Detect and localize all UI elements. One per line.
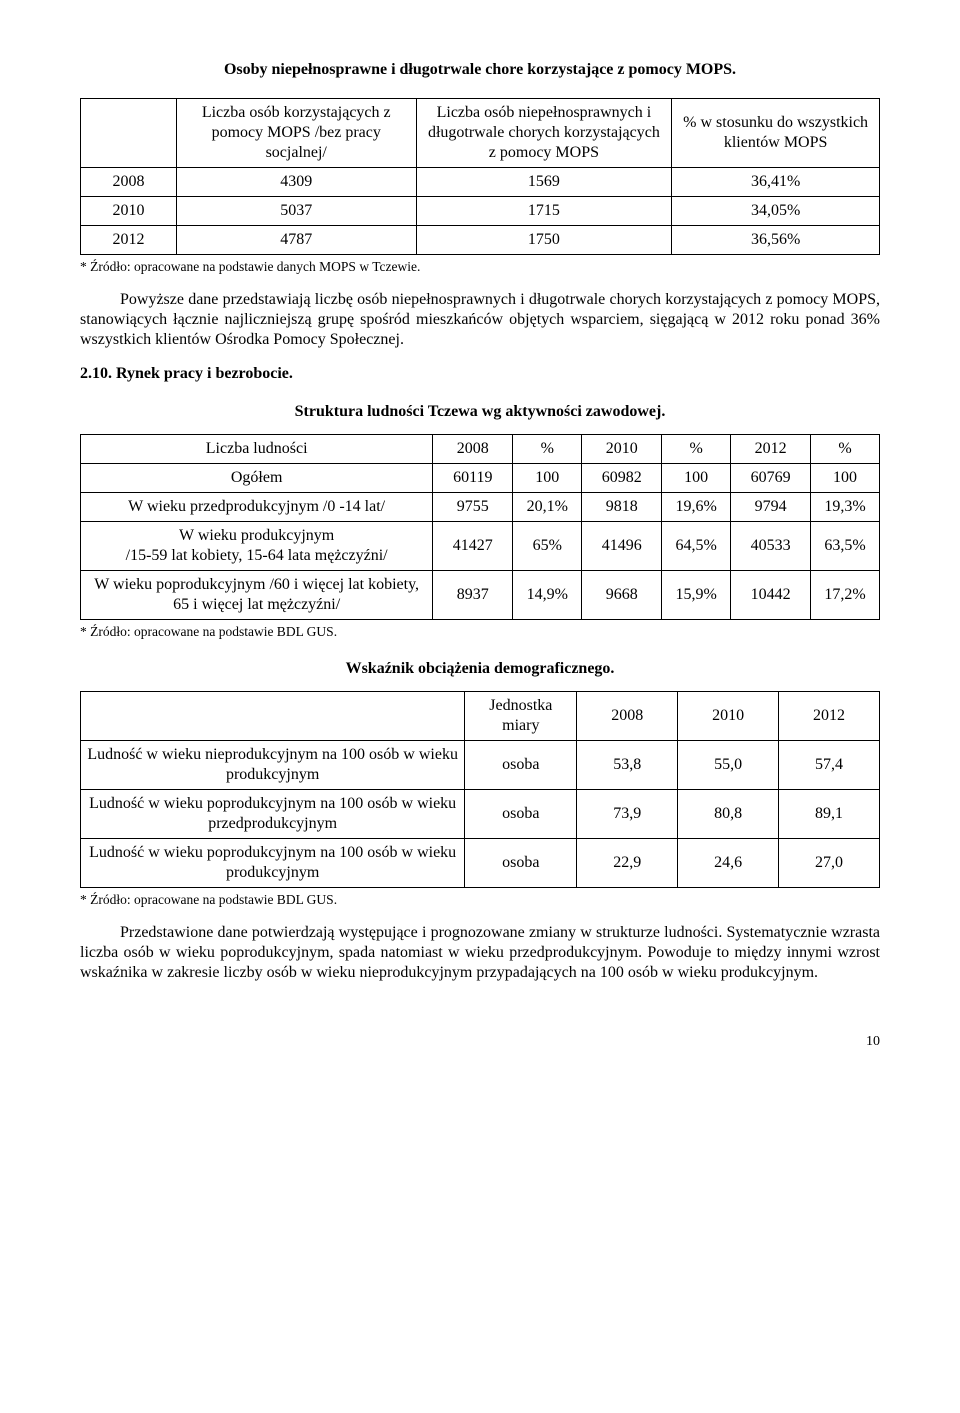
- cell: 8937: [433, 570, 513, 619]
- table-row: Liczba ludności 2008 % 2010 % 2012 %: [81, 434, 880, 463]
- cell: 60119: [433, 463, 513, 492]
- cell: 80,8: [678, 789, 779, 838]
- th-lbl: Liczba ludności: [81, 434, 433, 463]
- cell-lbl: Ludność w wieku poprodukcyjnym na 100 os…: [81, 838, 465, 887]
- cell-lbl: Ludność w wieku nieprodukcyjnym na 100 o…: [81, 740, 465, 789]
- cell: 36,41%: [672, 168, 880, 197]
- th: 2008: [433, 434, 513, 463]
- paragraph-mops: Powyższe dane przedstawiają liczbę osób …: [80, 290, 880, 350]
- th-col2: Liczba osób korzystających z pomocy MOPS…: [176, 99, 416, 168]
- cell: 4787: [176, 226, 416, 255]
- table-row: W wieku poprodukcyjnym /60 i więcej lat …: [81, 570, 880, 619]
- th: %: [662, 434, 731, 463]
- cell: 22,9: [577, 838, 678, 887]
- cell: 27,0: [779, 838, 880, 887]
- page-number: 10: [80, 1033, 880, 1051]
- cell: 24,6: [678, 838, 779, 887]
- cell-year: 2008: [81, 168, 177, 197]
- cell: 10442: [731, 570, 811, 619]
- cell: 41496: [582, 521, 662, 570]
- cell: 1569: [416, 168, 672, 197]
- th: 2008: [577, 691, 678, 740]
- table-row: Ludność w wieku nieprodukcyjnym na 100 o…: [81, 740, 880, 789]
- table-struktura: Liczba ludności 2008 % 2010 % 2012 % Ogó…: [80, 434, 880, 620]
- cell: 9668: [582, 570, 662, 619]
- cell: 89,1: [779, 789, 880, 838]
- footnote-struktura: * Źródło: opracowane na podstawie BDL GU…: [80, 624, 880, 641]
- cell-unit: osoba: [465, 740, 577, 789]
- footnote-mops: * Źródło: opracowane na podstawie danych…: [80, 259, 880, 276]
- table-wskaznik: Jednostka miary 2008 2010 2012 Ludność w…: [80, 691, 880, 888]
- cell-lbl: Ogółem: [81, 463, 433, 492]
- cell: 60982: [582, 463, 662, 492]
- paragraph-wskaznik: Przedstawione dane potwierdzają występuj…: [80, 923, 880, 983]
- cell: 9794: [731, 492, 811, 521]
- cell-lbl: W wieku produkcyjnym /15-59 lat kobiety,…: [81, 521, 433, 570]
- th: %: [513, 434, 582, 463]
- th: 2010: [582, 434, 662, 463]
- cell-lbl: W wieku przedprodukcyjnym /0 -14 lat/: [81, 492, 433, 521]
- cell: 19,3%: [811, 492, 880, 521]
- cell: 55,0: [678, 740, 779, 789]
- cell-unit: osoba: [465, 789, 577, 838]
- table-row: Liczba osób korzystających z pomocy MOPS…: [81, 99, 880, 168]
- cell: 34,05%: [672, 197, 880, 226]
- cell: 1715: [416, 197, 672, 226]
- cell-unit: osoba: [465, 838, 577, 887]
- th: 2012: [779, 691, 880, 740]
- cell: 57,4: [779, 740, 880, 789]
- cell-lbl: W wieku poprodukcyjnym /60 i więcej lat …: [81, 570, 433, 619]
- cell: 36,56%: [672, 226, 880, 255]
- cell: 100: [811, 463, 880, 492]
- table-row: 2012 4787 1750 36,56%: [81, 226, 880, 255]
- cell: 100: [513, 463, 582, 492]
- cell: 40533: [731, 521, 811, 570]
- th-blank: [81, 99, 177, 168]
- cell: 17,2%: [811, 570, 880, 619]
- th-col4: % w stosunku do wszystkich klientów MOPS: [672, 99, 880, 168]
- table-row: Ludność w wieku poprodukcyjnym na 100 os…: [81, 789, 880, 838]
- cell: 5037: [176, 197, 416, 226]
- th-unit: Jednostka miary: [465, 691, 577, 740]
- cell: 65%: [513, 521, 582, 570]
- table-row: 2010 5037 1715 34,05%: [81, 197, 880, 226]
- cell: 41427: [433, 521, 513, 570]
- cell: 64,5%: [662, 521, 731, 570]
- title-struktura: Struktura ludności Tczewa wg aktywności …: [80, 402, 880, 422]
- title-wskaznik: Wskaźnik obciążenia demograficznego.: [80, 659, 880, 679]
- cell-year: 2010: [81, 197, 177, 226]
- th: 2010: [678, 691, 779, 740]
- table-row: Jednostka miary 2008 2010 2012: [81, 691, 880, 740]
- th: 2012: [731, 434, 811, 463]
- table-row: 2008 4309 1569 36,41%: [81, 168, 880, 197]
- cell: 9818: [582, 492, 662, 521]
- table-row: W wieku przedprodukcyjnym /0 -14 lat/ 97…: [81, 492, 880, 521]
- table-row: W wieku produkcyjnym /15-59 lat kobiety,…: [81, 521, 880, 570]
- footnote-wskaznik: * Źródło: opracowane na podstawie BDL GU…: [80, 892, 880, 909]
- th-blank: [81, 691, 465, 740]
- cell: 20,1%: [513, 492, 582, 521]
- cell: 15,9%: [662, 570, 731, 619]
- cell: 14,9%: [513, 570, 582, 619]
- table-row: Ogółem 60119 100 60982 100 60769 100: [81, 463, 880, 492]
- cell: 1750: [416, 226, 672, 255]
- cell: 100: [662, 463, 731, 492]
- section-head-rynek: 2.10. Rynek pracy i bezrobocie.: [80, 364, 880, 384]
- cell: 4309: [176, 168, 416, 197]
- cell: 60769: [731, 463, 811, 492]
- cell-lbl: Ludność w wieku poprodukcyjnym na 100 os…: [81, 789, 465, 838]
- title-mops: Osoby niepełnosprawne i długotrwale chor…: [80, 60, 880, 80]
- cell: 9755: [433, 492, 513, 521]
- cell-year: 2012: [81, 226, 177, 255]
- table-mops: Liczba osób korzystających z pomocy MOPS…: [80, 98, 880, 255]
- cell: 53,8: [577, 740, 678, 789]
- table-row: Ludność w wieku poprodukcyjnym na 100 os…: [81, 838, 880, 887]
- cell: 73,9: [577, 789, 678, 838]
- th-col3: Liczba osób niepełnosprawnych i długotrw…: [416, 99, 672, 168]
- cell: 19,6%: [662, 492, 731, 521]
- th: %: [811, 434, 880, 463]
- cell: 63,5%: [811, 521, 880, 570]
